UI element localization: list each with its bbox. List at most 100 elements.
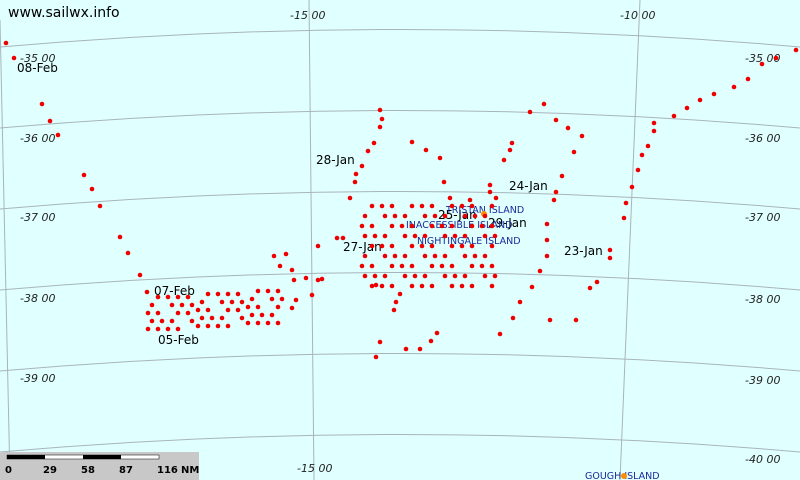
track-point bbox=[442, 213, 448, 219]
track-point bbox=[271, 253, 277, 259]
track-point bbox=[275, 320, 281, 326]
track-point bbox=[245, 320, 251, 326]
track-point bbox=[409, 283, 415, 289]
track-point bbox=[219, 315, 225, 321]
track-point bbox=[315, 277, 321, 283]
track-point bbox=[409, 139, 415, 145]
track-point bbox=[235, 307, 241, 313]
track-point bbox=[391, 307, 397, 313]
track-point bbox=[219, 299, 225, 305]
track-point bbox=[544, 221, 550, 227]
track-point bbox=[489, 243, 495, 249]
track-point bbox=[645, 143, 651, 149]
track-point bbox=[293, 297, 299, 303]
island-label: INACCESSIBLE ISLAND bbox=[406, 220, 512, 231]
track-point bbox=[369, 263, 375, 269]
track-point bbox=[422, 233, 428, 239]
track-point bbox=[149, 318, 155, 324]
track-point bbox=[179, 302, 185, 308]
track-point bbox=[489, 283, 495, 289]
track-point bbox=[185, 294, 191, 300]
track-point bbox=[429, 223, 435, 229]
track-point bbox=[492, 233, 498, 239]
track-point bbox=[479, 263, 485, 269]
track-point bbox=[379, 203, 385, 209]
track-point bbox=[527, 109, 533, 115]
track-point bbox=[269, 312, 275, 318]
track-point bbox=[482, 233, 488, 239]
scale-unit: NM bbox=[181, 465, 199, 476]
grid-label: -36 00 bbox=[20, 132, 55, 145]
track-point bbox=[402, 253, 408, 259]
track-point bbox=[369, 223, 375, 229]
track-point bbox=[579, 133, 585, 139]
date-label: 28-Jan bbox=[316, 153, 355, 167]
track-point bbox=[587, 285, 593, 291]
track-point bbox=[199, 315, 205, 321]
track-point bbox=[541, 101, 547, 107]
track-point bbox=[497, 331, 503, 337]
grid-label: -37 00 bbox=[745, 211, 780, 224]
scale-label: 116 bbox=[157, 465, 178, 476]
track-point bbox=[501, 157, 507, 163]
track-point bbox=[489, 263, 495, 269]
track-point bbox=[365, 148, 371, 154]
track-point bbox=[89, 186, 95, 192]
track-point bbox=[155, 326, 161, 332]
track-point bbox=[195, 323, 201, 329]
track-point bbox=[442, 233, 448, 239]
track-point bbox=[432, 253, 438, 259]
date-label: 29-Jan bbox=[488, 216, 527, 230]
track-point bbox=[551, 197, 557, 203]
track-point bbox=[382, 213, 388, 219]
track-point bbox=[449, 243, 455, 249]
track-point bbox=[359, 263, 365, 269]
track-point bbox=[635, 167, 641, 173]
track-point bbox=[487, 182, 493, 188]
track-point bbox=[489, 223, 495, 229]
track-point bbox=[362, 233, 368, 239]
track-point bbox=[459, 203, 465, 209]
track-point bbox=[529, 284, 535, 290]
track-point bbox=[255, 288, 261, 294]
track bbox=[3, 40, 799, 360]
track-point bbox=[432, 213, 438, 219]
track-point bbox=[510, 315, 516, 321]
track-point bbox=[145, 326, 151, 332]
track-point bbox=[442, 273, 448, 279]
track-point bbox=[412, 233, 418, 239]
track-point bbox=[205, 307, 211, 313]
track-point bbox=[369, 203, 375, 209]
track-point bbox=[382, 233, 388, 239]
track-point bbox=[382, 253, 388, 259]
track-point bbox=[547, 317, 553, 323]
scale-bar-segment bbox=[83, 455, 121, 459]
track-point bbox=[117, 234, 123, 240]
track-point bbox=[353, 171, 359, 177]
track-point bbox=[607, 255, 613, 261]
track-point bbox=[165, 294, 171, 300]
track-point bbox=[773, 55, 779, 61]
track-point bbox=[137, 272, 143, 278]
grid-label: -38 00 bbox=[745, 293, 780, 306]
track-point bbox=[447, 195, 453, 201]
track-point bbox=[472, 213, 478, 219]
track-point bbox=[155, 294, 161, 300]
track-point bbox=[175, 310, 181, 316]
track-point bbox=[81, 172, 87, 178]
date-label: 07-Feb bbox=[154, 284, 195, 298]
grid-label: -40 00 bbox=[745, 453, 780, 466]
track-point bbox=[402, 273, 408, 279]
track-point bbox=[175, 326, 181, 332]
track-point bbox=[422, 253, 428, 259]
date-label: 25-Jan bbox=[438, 208, 477, 222]
track-point bbox=[492, 273, 498, 279]
track-point bbox=[565, 125, 571, 131]
track-point bbox=[399, 263, 405, 269]
track-point bbox=[553, 117, 559, 123]
track-point bbox=[205, 291, 211, 297]
track-point bbox=[467, 197, 473, 203]
site-name: www.sailwx.info bbox=[8, 5, 120, 21]
track-point bbox=[379, 116, 385, 122]
track-point bbox=[303, 275, 309, 281]
